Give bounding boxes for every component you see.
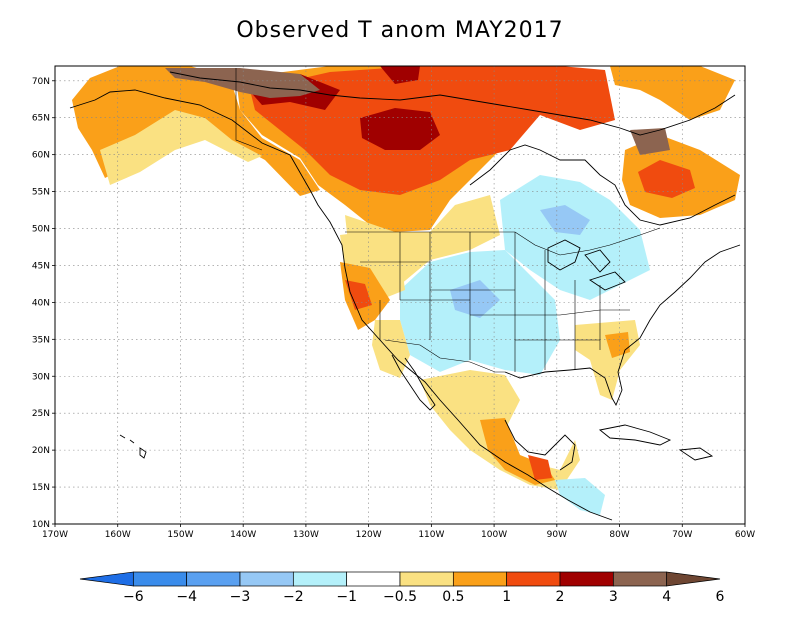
anomaly-region-alaska	[72, 66, 320, 196]
colorbar-label: 6	[716, 589, 725, 605]
lat-tick-label: 50N	[32, 225, 50, 235]
anomaly-region-ontario-cool2	[540, 205, 590, 235]
coastline-baja	[391, 354, 436, 411]
colorbar-swatch	[452, 571, 508, 587]
colorbar-swatch	[506, 571, 561, 587]
anomaly-region-great-lakes	[500, 175, 650, 300]
colorbar-label: −4	[176, 589, 197, 605]
colorbar-label: 3	[609, 589, 618, 605]
page-title: Observed T anom MAY2017	[236, 18, 564, 43]
anomaly-region-quebec-hot	[638, 160, 695, 198]
colorbar-label: −6	[123, 589, 144, 605]
anomaly-region-california-hot	[345, 280, 372, 310]
border-us-mexico	[384, 339, 505, 373]
colorbar-swatch	[612, 571, 668, 587]
colorbar-label: 4	[662, 589, 671, 605]
anomaly-region-central-dark	[360, 108, 440, 150]
lon-tick-label: 90W	[547, 530, 567, 540]
lat-tick-label: 20N	[32, 446, 50, 456]
colorbar-swatch	[292, 571, 348, 587]
colorbar-swatch	[186, 571, 241, 587]
colorbar-swatch	[79, 571, 134, 587]
coastline-hispaniola	[678, 447, 714, 461]
lon-tick-label: 170W	[42, 530, 68, 540]
lat-tick-label: 35N	[32, 335, 50, 345]
latitude-axis: 10N 15N 20N 25N 30N 35N 40N 45N 50N 55N 60N 65N 70N	[32, 77, 55, 530]
coastline-gulf	[504, 244, 741, 407]
border-us-canada	[345, 227, 661, 256]
colorbar-label: 0.5	[442, 589, 464, 605]
lat-tick-label: 10N	[32, 520, 50, 530]
lat-tick-label: 65N	[32, 114, 50, 124]
lon-tick-label: 160W	[105, 530, 131, 540]
lon-tick-label: 80W	[609, 530, 629, 540]
colorbar-label: 1	[502, 589, 511, 605]
coastlines	[69, 71, 741, 521]
lat-tick-label: 45N	[32, 261, 50, 271]
lat-tick-label: 60N	[32, 151, 50, 161]
lon-tick-label: 100W	[481, 530, 507, 540]
lon-tick-label: 60W	[735, 530, 755, 540]
map-frame	[54, 65, 746, 525]
coastline-cuba	[598, 424, 672, 446]
longitude-axis: 170W 160W 150W 140W 130W 120W 110W 100W 90W 80W 70…	[42, 524, 755, 540]
colorbar-swatch	[239, 571, 294, 587]
colorbar-label: −0.5	[383, 589, 417, 605]
colorbar-swatch	[346, 571, 401, 587]
border-states	[360, 232, 630, 372]
lat-tick-label: 55N	[32, 188, 50, 198]
lat-tick-label: 25N	[32, 409, 50, 419]
colorbar-label: 2	[556, 589, 565, 605]
coastline-hawaii	[119, 434, 147, 459]
anomaly-region-carolinas	[605, 332, 630, 358]
colorbar-swatch	[399, 571, 454, 587]
coastline-hudson-bay	[469, 144, 736, 226]
anomaly-region-mexico-hot	[528, 455, 552, 480]
anomaly-region-alaska-light	[100, 110, 262, 185]
colorbar-label: −3	[230, 589, 251, 605]
political-borders	[235, 68, 661, 373]
lat-tick-label: 30N	[32, 372, 50, 382]
anomaly-region-southwest	[372, 320, 410, 378]
coastline-yucatan	[504, 419, 576, 471]
anomaly-region-baffin	[610, 66, 735, 120]
colorbar-label: −2	[283, 589, 304, 605]
border-alaska-canada	[235, 68, 263, 151]
anomaly-shading	[72, 66, 740, 515]
lon-tick-label: 130W	[293, 530, 319, 540]
colorbar: −6 −4 −3 −2 −1 −0.5 0.5 1 2 3 4 6	[79, 571, 725, 605]
lon-tick-label: 70W	[672, 530, 692, 540]
lat-tick-label: 70N	[32, 77, 50, 87]
lon-tick-label: 150W	[167, 530, 193, 540]
coastline-north-america	[69, 89, 613, 521]
anomaly-region-rockies-cool	[450, 280, 500, 318]
anomaly-region-yukon-brown	[165, 68, 320, 98]
anomaly-region-arctic-islands	[380, 66, 420, 84]
anomaly-region-central-america	[555, 478, 605, 515]
lat-tick-label: 40N	[32, 298, 50, 308]
lon-tick-label: 140W	[230, 530, 256, 540]
lat-tick-label: 15N	[32, 483, 50, 493]
colorbar-label: −1	[336, 589, 357, 605]
anomaly-region-southeast	[575, 320, 640, 400]
lon-tick-label: 110W	[418, 530, 444, 540]
colorbar-swatch	[666, 571, 721, 587]
colorbar-swatch	[559, 571, 614, 587]
coastline-arctic	[169, 71, 736, 136]
colorbar-swatch	[132, 571, 188, 587]
lon-tick-label: 120W	[356, 530, 382, 540]
